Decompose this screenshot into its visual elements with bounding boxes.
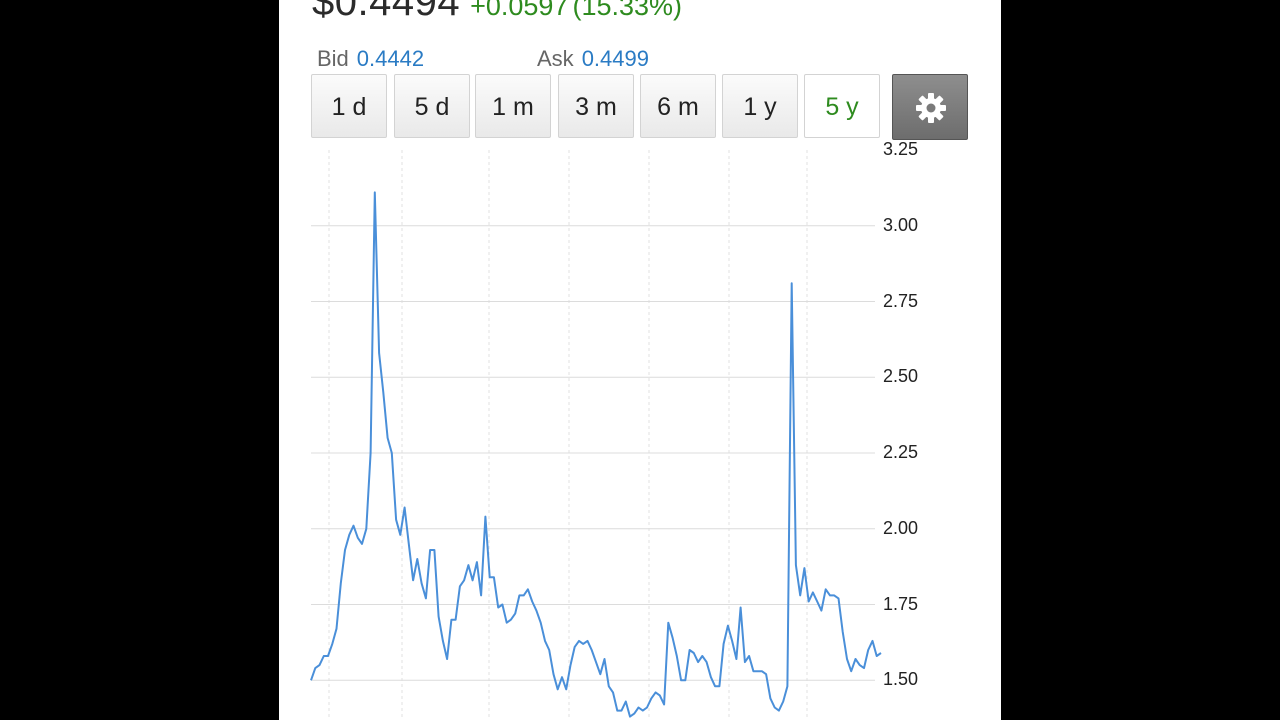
range-button-5y[interactable]: 5 y [804,74,880,138]
y-tick-label: 2.00 [883,517,919,538]
range-button-1m[interactable]: 1 m [475,74,551,138]
last-price: $0.4494 [312,0,461,24]
price-chart[interactable]: 3.25 3.00 2.75 2.50 2.25 2.00 1.75 1.50 [279,0,1001,720]
y-tick-label: 2.25 [883,442,919,462]
y-tick-label: 2.50 [883,366,919,387]
bid-label: Bid [317,46,349,71]
bid-value: 0.4442 [356,46,425,71]
y-tick-label: 1.75 [883,593,919,614]
range-button-3m[interactable]: 3 m [558,74,634,138]
ask-label: Ask [537,46,574,71]
range-button-5d[interactable]: 5 d [394,74,470,138]
range-button-1d[interactable]: 1 d [311,74,387,138]
quote-screen: $0.4494 +0.0597 (15.33%) Bid 0.4442 Ask 0.44… [279,0,1001,720]
range-button-1y[interactable]: 1 y [722,74,798,138]
bid-group: Bid 0.4442 [317,46,424,72]
y-tick-label: 1.50 [883,669,919,690]
ask-group: Ask 0.4499 [537,46,649,72]
gear-icon [916,93,946,123]
price-series-line [310,191,882,718]
y-tick-label: 2.75 [883,290,919,311]
price-change: +0.0597 [470,0,569,21]
settings-button[interactable] [892,74,968,140]
price-chart-svg [310,150,882,720]
range-button-6m[interactable]: 6 m [640,74,716,138]
price-change-percent: (15.33%) [572,0,683,21]
y-tick-label: 3.25 [883,139,919,159]
ask-value: 0.4499 [581,46,649,71]
price-header: $0.4494 +0.0597 (15.33%) [312,0,682,32]
y-tick-label: 3.00 [883,214,919,235]
